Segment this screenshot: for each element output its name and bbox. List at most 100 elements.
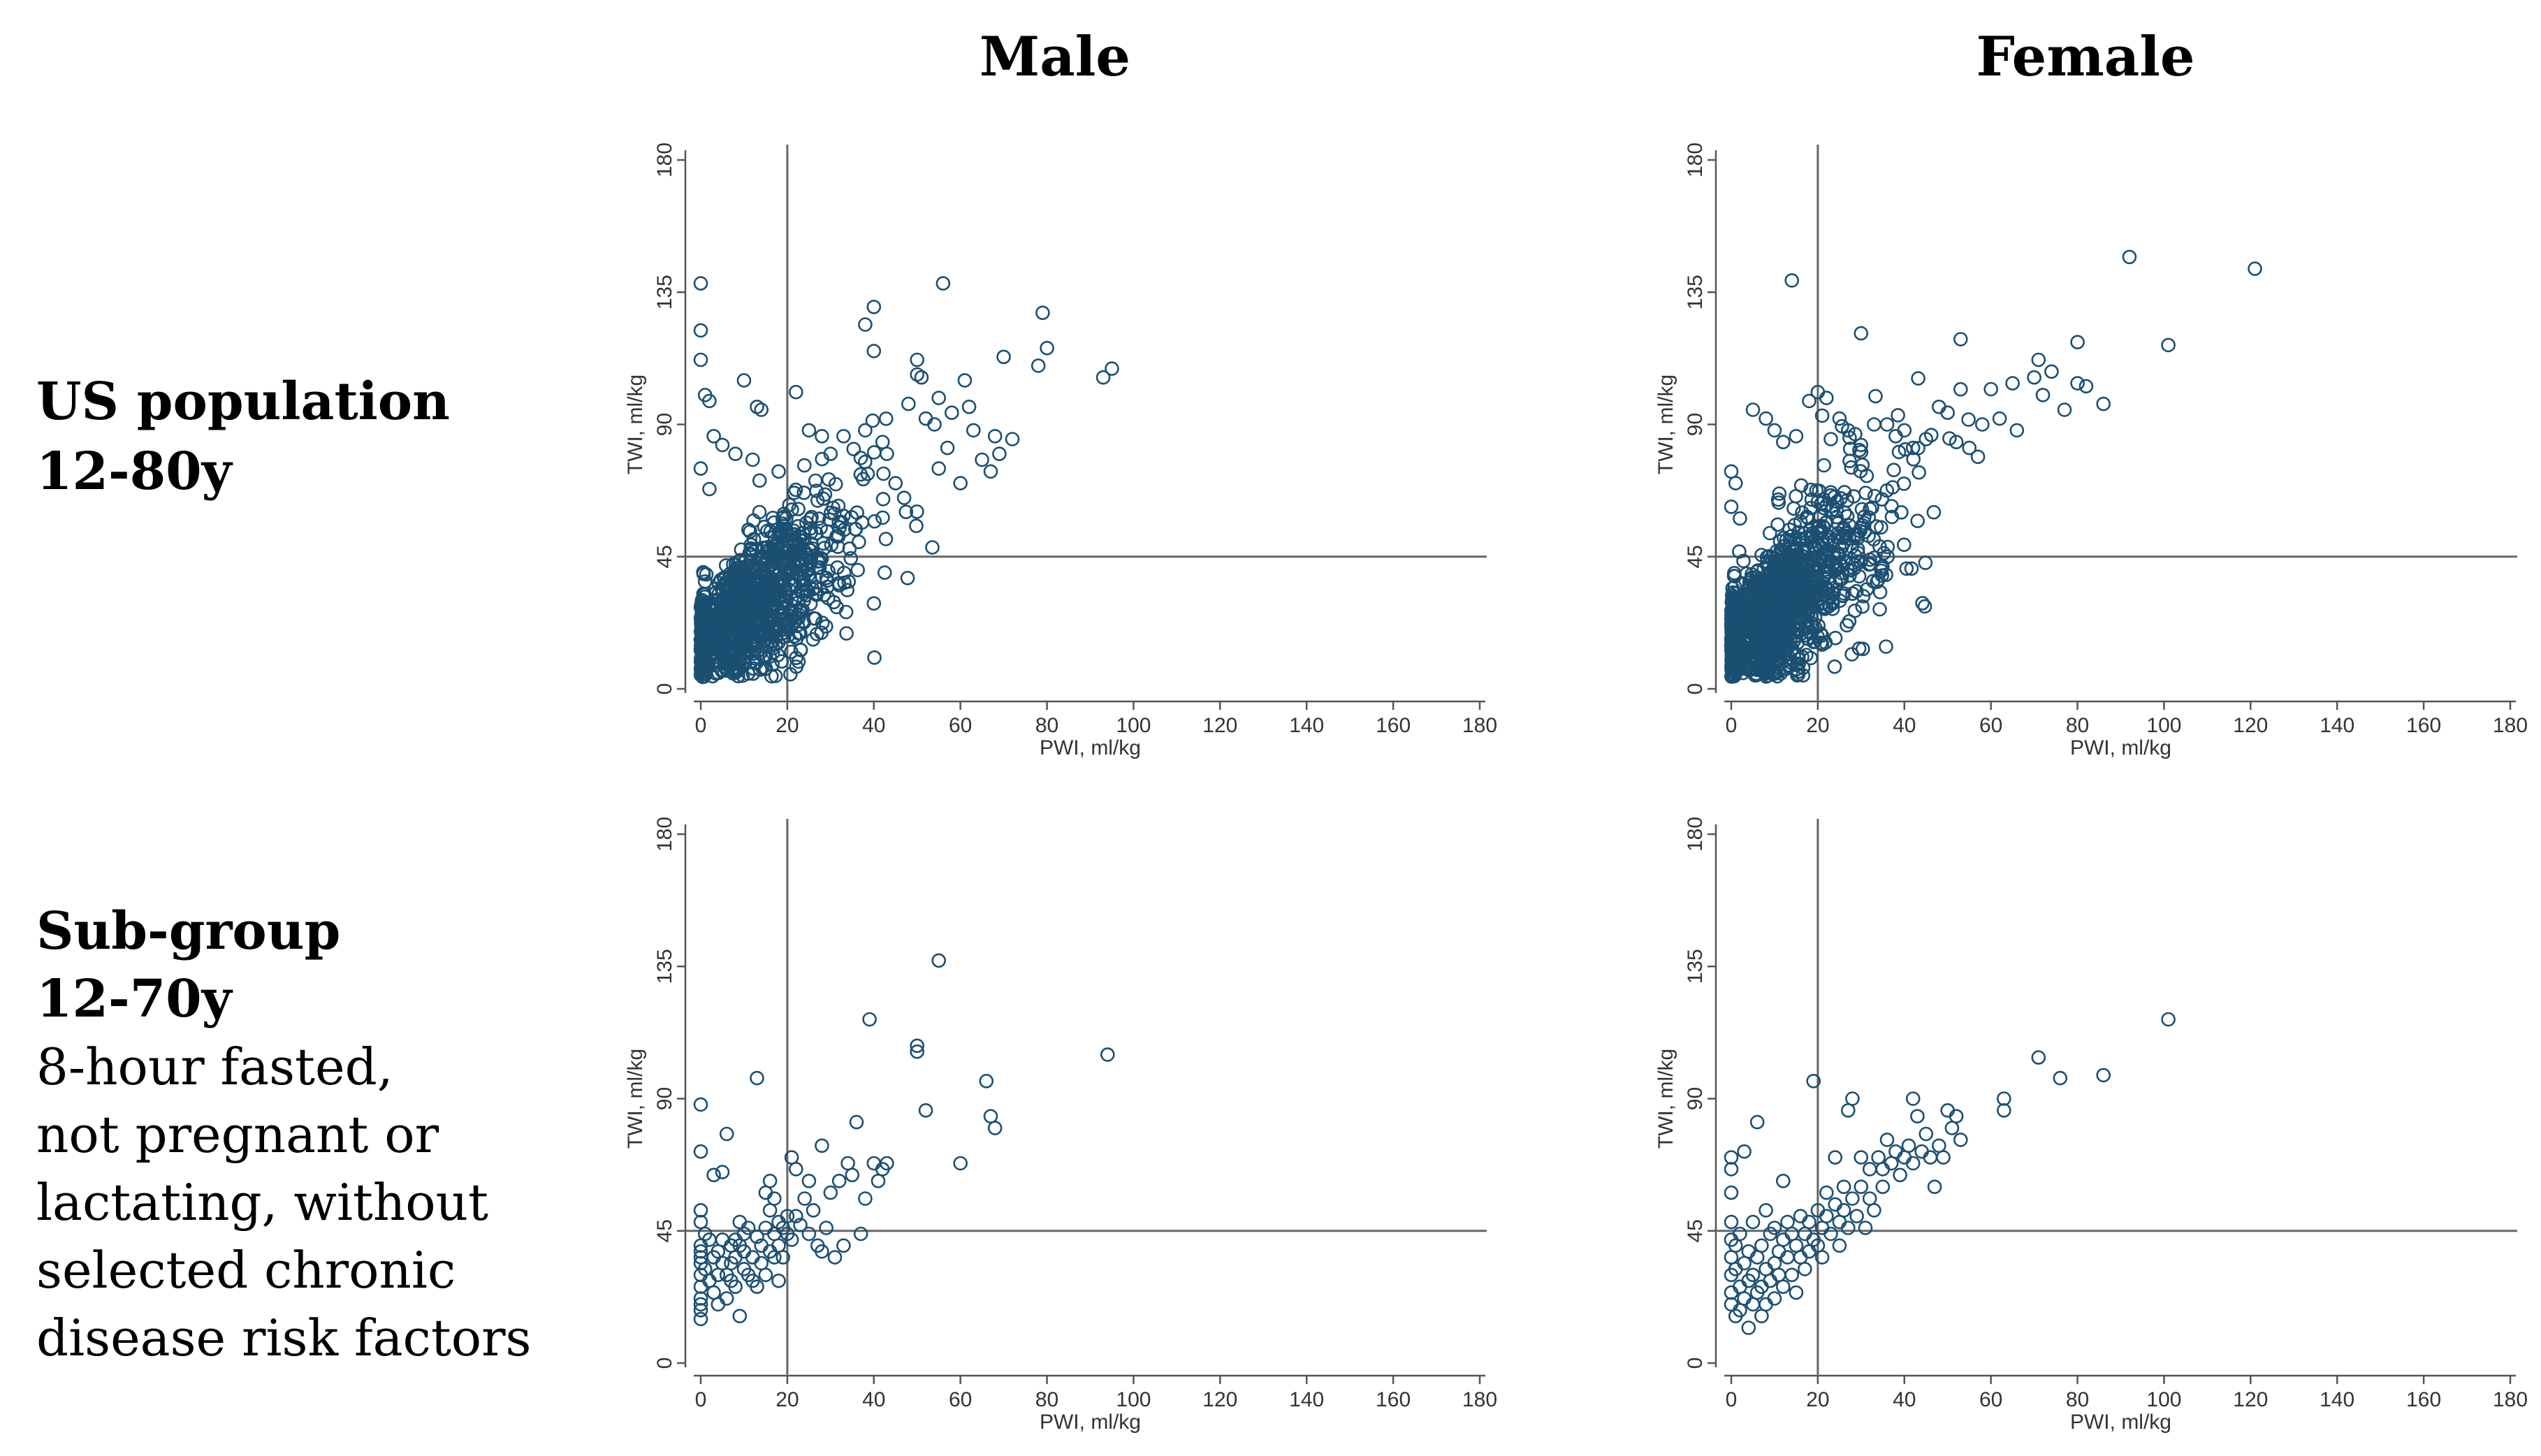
data-point [1812,526,1827,541]
data-point [815,616,830,630]
data-point [724,581,739,597]
data-point [1915,595,1930,611]
data-point [693,1203,708,1218]
data-point [743,637,758,653]
data-point [987,428,1003,444]
data-point [979,1074,994,1089]
data-point [1771,1244,1786,1259]
data-point [708,599,722,613]
data-point [702,393,717,409]
data-point [702,481,717,497]
x-tick-label: 140 [1289,714,1324,737]
data-point [1888,428,1903,444]
data-point [1787,560,1803,575]
data-point [1793,1209,1808,1223]
data-point [1797,574,1812,589]
data-point [799,557,814,572]
data-point [1756,589,1772,604]
data-point [693,1097,708,1112]
data-point [811,511,827,526]
data-point [1830,516,1845,531]
data-point [1970,449,1986,465]
x-tick-label: 80 [1035,714,1058,737]
data-point [771,543,785,558]
data-point [1789,1238,1804,1253]
data-point [1823,485,1838,500]
row-desc-line4: selected chronic [36,1241,456,1300]
data-point [1798,1226,1812,1242]
x-tick-label: 160 [1376,714,1411,737]
data-point [1983,381,1998,397]
data-point [814,625,829,641]
data-point [975,452,989,467]
data-point [1724,464,1739,479]
data-point [1863,552,1877,567]
data-point [1875,558,1890,574]
data-point [853,451,868,465]
data-point [1840,509,1855,524]
data-point [1867,417,1881,432]
data-point [1816,458,1831,473]
data-point [1819,391,1834,405]
data-point [1875,1179,1891,1194]
data-point [1779,532,1794,547]
data-point [1905,1156,1921,1171]
data-point [1031,358,1046,373]
x-tick-label: 20 [1806,714,1829,737]
data-point [693,1214,708,1230]
data-point [2096,1068,2111,1083]
data-point [1040,340,1054,356]
x-tick-label: 120 [2233,1388,2268,1411]
data-point [880,1156,894,1171]
data-point [754,1255,769,1271]
x-tick-label: 100 [1116,714,1151,737]
data-point [1823,432,1838,446]
data-point [1854,554,1868,569]
data-point [780,1209,795,1223]
data-point [1726,597,1741,612]
data-point [866,299,882,314]
data-point [1724,499,1739,514]
data-point [1770,651,1785,666]
data-point [823,1185,838,1200]
data-point [2053,1070,2068,1086]
data-point [784,1232,799,1247]
y-tick-label: 135 [653,275,676,310]
data-point [1745,616,1760,631]
data-point [1871,1150,1886,1165]
data-point [1942,431,1957,446]
data-point [698,661,713,676]
data-point [865,413,880,428]
data-point [2078,379,2094,394]
row-desc-line1: 8-hour fasted, [36,1038,393,1096]
data-point [1862,1162,1877,1177]
data-point [1724,1185,1739,1200]
data-point [1745,402,1761,417]
data-point [858,1191,873,1206]
data-point [1894,504,1909,520]
data-point [866,596,882,611]
data-point [1898,442,1913,457]
data-point [1953,1133,1968,1147]
data-point [1766,621,1781,636]
data-point [866,1156,882,1171]
row-desc-line2: not pregnant or [36,1105,439,1164]
data-point [1728,629,1744,645]
data-point [1869,519,1884,534]
data-point [782,553,796,569]
data-point [2070,335,2085,350]
data-point [767,1226,782,1242]
data-point [797,576,812,592]
data-point [1727,611,1742,626]
data-point [1784,581,1799,597]
data-point [731,584,746,599]
data-point [1841,1103,1856,1118]
data-point [745,452,760,467]
data-point [808,611,823,626]
data-point [853,1226,868,1242]
y-tick-label: 90 [1684,1087,1707,1110]
data-point [706,1167,721,1183]
data-point [1814,408,1830,423]
data-point [789,1209,803,1223]
